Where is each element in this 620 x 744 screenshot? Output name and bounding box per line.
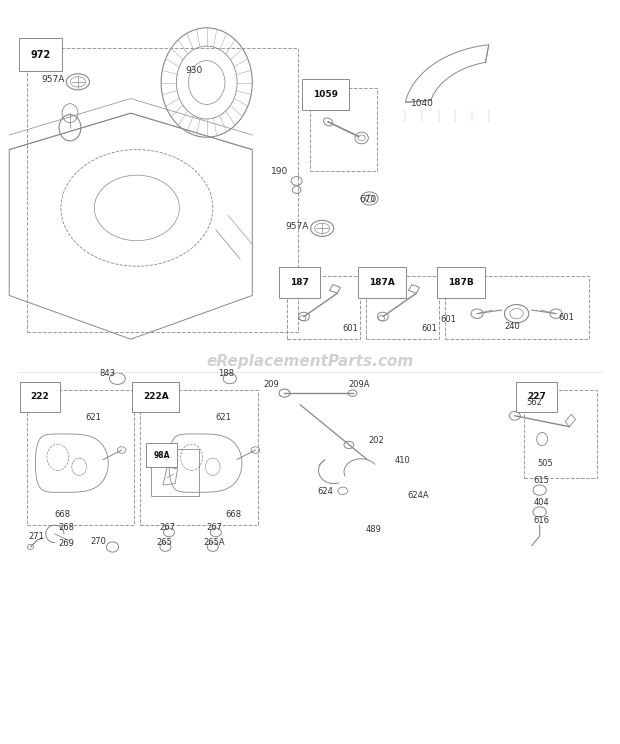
Text: 98A: 98A: [153, 451, 170, 460]
Text: 271: 271: [29, 532, 45, 541]
Text: 265A: 265A: [203, 538, 225, 547]
Bar: [310, 88, 377, 171]
Bar: [27, 391, 134, 525]
Text: 930: 930: [185, 65, 203, 74]
Bar: [524, 391, 597, 478]
Text: 601: 601: [421, 324, 437, 333]
Text: 1040: 1040: [411, 99, 434, 108]
Text: 957A: 957A: [42, 75, 65, 84]
Bar: [140, 391, 259, 525]
Text: 222A: 222A: [143, 392, 169, 402]
Text: 621: 621: [85, 413, 101, 422]
Text: 601: 601: [558, 313, 574, 322]
Text: 190: 190: [271, 167, 288, 176]
Text: 267: 267: [159, 524, 175, 533]
Text: 615: 615: [534, 476, 549, 485]
Text: 624A: 624A: [407, 490, 429, 500]
Bar: [445, 276, 590, 339]
Text: 209: 209: [264, 380, 280, 390]
Text: 601: 601: [342, 324, 358, 333]
Text: 188: 188: [218, 369, 234, 378]
Text: 621: 621: [216, 413, 232, 422]
Text: 269: 269: [58, 539, 74, 548]
Text: 404: 404: [534, 498, 549, 507]
Text: 489: 489: [366, 525, 382, 534]
Text: 209A: 209A: [348, 380, 370, 390]
Text: 843: 843: [99, 369, 115, 378]
Text: 187A: 187A: [369, 278, 395, 287]
Text: 957A: 957A: [285, 222, 309, 231]
Text: 267: 267: [206, 524, 223, 533]
Bar: [151, 449, 200, 496]
Text: 410: 410: [395, 456, 411, 465]
Text: 227: 227: [527, 392, 546, 402]
Text: 562: 562: [526, 398, 542, 407]
Text: 270: 270: [91, 536, 107, 545]
Text: 187B: 187B: [448, 278, 474, 287]
Text: eReplacementParts.com: eReplacementParts.com: [206, 353, 414, 368]
Text: 265: 265: [157, 538, 173, 547]
Text: 1059: 1059: [313, 90, 338, 99]
Bar: [27, 48, 298, 332]
Text: 240: 240: [505, 322, 520, 331]
Bar: [287, 276, 360, 339]
Bar: [366, 276, 439, 339]
Text: 601: 601: [440, 315, 456, 324]
Text: 187: 187: [290, 278, 309, 287]
Text: 222: 222: [30, 392, 49, 402]
Text: 668: 668: [225, 510, 241, 519]
Text: 616: 616: [534, 516, 549, 525]
Text: 268: 268: [58, 524, 74, 533]
Text: 202: 202: [368, 436, 384, 445]
Text: 972: 972: [30, 50, 51, 60]
Text: 670: 670: [360, 196, 377, 205]
Text: 668: 668: [55, 510, 71, 519]
Text: 505: 505: [538, 459, 554, 468]
Text: 624: 624: [317, 487, 333, 496]
